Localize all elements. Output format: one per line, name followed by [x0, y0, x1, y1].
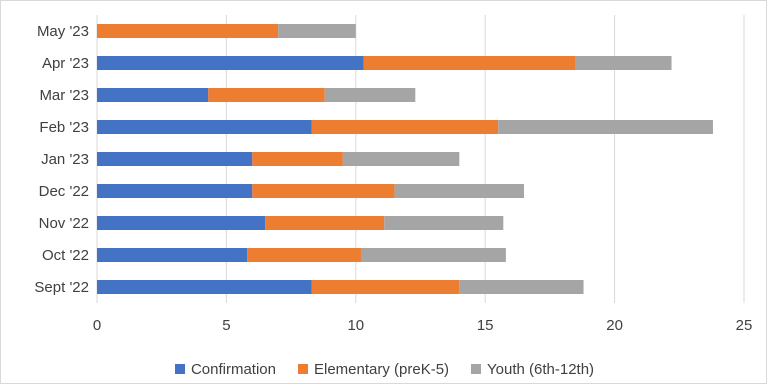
bar-segment	[384, 216, 504, 230]
x-tick-label: 0	[93, 317, 101, 334]
legend-item: Confirmation	[174, 360, 276, 378]
category-label: Feb '23	[39, 119, 89, 136]
category-label: Dec '22	[39, 183, 89, 200]
legend-label: Confirmation	[190, 360, 276, 378]
bar-segment	[97, 280, 312, 294]
bar-segment	[208, 88, 325, 102]
category-label: Mar '23	[39, 87, 89, 104]
bar-segment	[360, 248, 506, 262]
legend-swatch	[297, 364, 308, 374]
legend-label: Elementary (preK-5)	[313, 360, 450, 378]
bar-segment	[342, 152, 460, 166]
bar-segment	[247, 248, 361, 262]
x-tick-label: 25	[736, 317, 753, 334]
bar-segment	[324, 88, 416, 102]
legend-swatch	[174, 364, 185, 374]
category-label: Apr '23	[42, 55, 89, 72]
legend-item: Youth (6th-12th)	[471, 361, 594, 378]
category-label: May '23	[37, 23, 89, 40]
bar-segment	[97, 56, 364, 70]
category-label: Nov '22	[39, 215, 89, 232]
bar-segment	[97, 248, 248, 262]
category-label: Jan '23	[41, 151, 89, 168]
bar-segment	[459, 280, 584, 294]
bar-segment	[575, 56, 672, 70]
bar-segment	[394, 184, 525, 198]
x-tick-labels: 0 5 10 15 20 25	[93, 317, 753, 334]
bar-segment	[97, 88, 209, 102]
legend-label: Youth (6th-12th)	[487, 360, 595, 378]
bar-segment	[498, 120, 713, 134]
category-label: Sept '22	[34, 279, 89, 296]
legend-swatch	[471, 364, 482, 374]
bar-segment	[311, 120, 499, 134]
bar-segment	[363, 56, 576, 70]
legend: Confirmation Elementary (preK-5) Youth (6t…	[1, 357, 768, 381]
category-label: Oct '22	[42, 247, 89, 264]
bar-segment	[252, 184, 395, 198]
bar-segment	[252, 152, 343, 166]
x-tick-label: 10	[347, 317, 364, 334]
bar-segment	[97, 184, 253, 198]
x-tick-label: 15	[477, 317, 494, 334]
bar-segment	[97, 120, 312, 134]
legend-item: Elementary (preK-5)	[297, 360, 450, 378]
x-tick-label: 20	[606, 317, 623, 334]
bar-segment	[311, 280, 460, 294]
bar-segment	[97, 216, 266, 230]
category-labels: Sept '22 Oct '22 Nov '22 Dec '22 Jan '23 Feb …	[34, 23, 89, 296]
x-tick-label: 5	[222, 317, 230, 334]
bar-segment	[97, 24, 279, 38]
bar-segment	[278, 24, 356, 38]
bar-segment	[97, 152, 253, 166]
bars	[97, 24, 713, 294]
bar-segment	[265, 216, 385, 230]
